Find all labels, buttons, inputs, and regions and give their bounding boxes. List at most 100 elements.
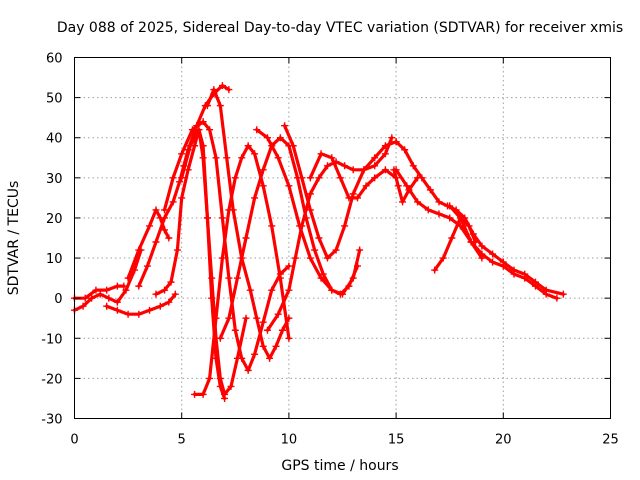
data-point-marker [81,294,89,302]
data-point-marker [173,246,181,254]
data-point-marker [306,174,314,182]
data-point-marker [328,286,336,294]
y-tick-label: 40 [46,132,63,147]
data-point-marker [244,366,252,374]
data-point-marker [146,222,154,230]
data-series [71,82,567,402]
data-point-marker [229,206,237,214]
grid-lines [74,57,611,419]
data-point-marker [178,174,186,182]
data-point-marker [216,334,224,342]
axis-ticks: 0 5 10 15 20 25 -30 -20 -10 0 10 20 30 40 50 60 [41,52,619,448]
data-point-marker [349,190,357,198]
data-point-marker [88,294,96,302]
data-point-marker [553,294,561,302]
data-point-marker [251,194,259,202]
y-tick-label: 20 [46,212,63,227]
data-point-marker [356,246,364,254]
data-point-marker [135,246,143,254]
x-tick-label: 25 [602,433,619,448]
plot-frame [74,57,611,419]
data-point-marker [362,182,370,190]
data-point-marker [246,286,254,294]
data-point-marker [218,214,226,222]
data-point-marker [354,194,362,202]
data-point-marker [208,294,216,302]
data-point-marker [161,226,169,234]
y-axis-label: SDTVAR / TECUs [6,181,22,296]
data-point-marker [259,342,267,350]
data-point-marker [371,154,379,162]
y-tick-label: -30 [41,413,62,428]
data-point-marker [169,198,177,206]
y-tick-label: 0 [54,292,62,307]
data-point-marker [124,274,132,282]
series-trace [308,152,398,200]
data-point-marker [161,206,169,214]
data-point-marker [268,286,276,294]
data-point-marker [203,214,211,222]
data-point-marker [323,162,331,170]
data-point-marker [381,142,389,150]
data-point-marker [105,294,113,302]
data-point-marker [242,234,250,242]
series-trace [193,144,291,396]
data-point-marker [225,86,233,94]
data-point-marker [191,390,199,398]
data-point-marker [120,282,128,290]
data-point-marker [122,286,130,294]
data-point-marker [401,146,409,154]
data-point-marker [285,314,293,322]
data-point-marker [306,254,314,262]
series-sat-f [152,126,250,398]
data-point-marker [341,222,349,230]
data-point-marker [233,274,241,282]
data-point-marker [188,126,196,134]
series-sat-a [71,246,145,314]
data-point-marker [216,102,224,110]
data-point-marker [146,306,154,314]
data-point-marker [259,182,267,190]
data-point-marker [542,290,550,298]
data-point-marker [244,142,252,150]
data-point-marker [251,150,259,158]
data-point-marker [124,310,132,318]
data-point-marker [298,174,306,182]
data-point-marker [285,286,293,294]
data-point-marker [251,350,259,358]
data-point-marker [336,174,344,182]
data-point-marker [195,126,203,134]
data-point-marker [306,190,314,198]
series-trace [255,128,362,296]
data-point-marker [223,154,231,162]
series-sat-i [191,142,293,398]
data-point-marker [203,102,211,110]
data-point-marker [306,206,314,214]
x-tick-label: 10 [281,433,298,448]
series-trace [154,128,248,396]
data-point-marker [349,166,357,174]
data-point-marker [253,126,261,134]
series-sat-g [161,118,293,374]
data-point-marker [152,206,160,214]
series-trace [433,216,477,272]
data-point-marker [345,194,353,202]
data-point-marker [268,222,276,230]
data-point-marker [448,234,456,242]
data-point-marker [165,234,173,242]
y-tick-label: -20 [41,372,62,387]
data-point-marker [478,250,486,258]
data-point-marker [96,290,104,298]
data-point-marker [431,266,439,274]
data-point-marker [499,262,507,270]
data-point-marker [465,222,473,230]
data-point-marker [323,254,331,262]
data-point-marker [212,354,220,362]
x-tick-label: 15 [388,433,405,448]
data-point-marker [210,86,218,94]
data-point-marker [467,238,475,246]
data-point-marker [381,166,389,174]
y-tick-label: 50 [46,92,63,107]
data-point-marker [156,302,164,310]
